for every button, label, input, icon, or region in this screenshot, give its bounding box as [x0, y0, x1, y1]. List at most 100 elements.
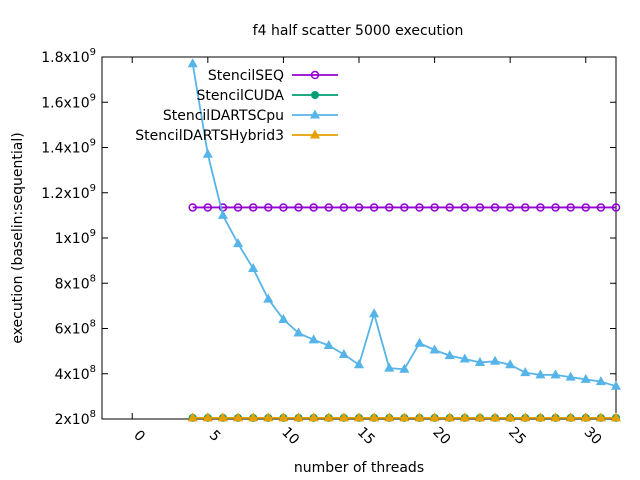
legend-label: StencilCUDA	[197, 88, 285, 104]
legend-swatch-marker	[309, 109, 321, 119]
data-point	[217, 209, 228, 219]
data-point	[595, 412, 606, 422]
y-tick-mantissa: 1.4x10	[41, 141, 89, 157]
data-point	[248, 263, 259, 273]
y-tick-label: 2x108	[55, 409, 96, 428]
data-point	[581, 203, 591, 212]
data-point	[323, 412, 334, 422]
data-point	[520, 367, 531, 377]
data-point	[248, 203, 258, 212]
data-point	[595, 376, 606, 386]
data-point	[521, 203, 530, 212]
y-tick-mantissa: 1.8x10	[41, 50, 89, 66]
legend-item: StencilDARTSHybrid3	[135, 128, 338, 144]
x-tick-label: 15	[354, 424, 378, 448]
data-point	[187, 412, 198, 422]
y-tick-exponent: 9	[90, 183, 96, 194]
data-point	[536, 203, 545, 212]
data-point	[217, 412, 228, 422]
y-tick-exponent: 9	[90, 47, 96, 58]
series-layer	[187, 58, 622, 422]
legend-item: StencilCUDA	[197, 88, 338, 104]
data-point	[535, 369, 546, 379]
data-point	[278, 412, 289, 422]
data-point	[490, 355, 501, 365]
y-tick-label: 1.4x109	[41, 138, 96, 157]
y-tick-mantissa: 4x10	[55, 367, 90, 383]
data-point	[474, 412, 485, 422]
data-point	[384, 412, 395, 422]
data-point	[248, 412, 259, 422]
data-point	[263, 293, 274, 303]
data-point	[264, 203, 273, 212]
y-tick-label: 1.8x109	[41, 47, 96, 66]
data-point	[233, 412, 244, 422]
y-tick-exponent: 8	[90, 364, 96, 375]
data-point	[188, 203, 197, 212]
y-tick-exponent: 9	[90, 92, 96, 103]
series-StencilDARTSHybrid3	[187, 412, 622, 422]
x-tick-label: 5	[206, 427, 224, 445]
y-tick-label: 4x108	[55, 364, 96, 383]
data-point	[490, 412, 501, 422]
y-tick-label: 1.6x109	[41, 92, 96, 111]
data-point	[459, 353, 470, 363]
data-point	[353, 412, 365, 422]
data-point	[611, 203, 621, 212]
y-tick-exponent: 8	[90, 319, 96, 330]
data-point	[429, 412, 440, 422]
data-point	[475, 203, 485, 212]
data-point	[202, 412, 213, 422]
data-point	[550, 369, 561, 379]
data-point	[400, 203, 409, 212]
y-tick-label: 6x108	[55, 319, 96, 338]
data-point	[596, 203, 606, 212]
data-point	[610, 412, 622, 422]
data-point	[414, 412, 425, 422]
data-point	[233, 238, 244, 248]
data-point	[339, 203, 349, 212]
data-point	[551, 203, 560, 212]
x-tick-label: 0	[130, 427, 148, 445]
legend-label: StencilDARTSHybrid3	[135, 128, 284, 144]
y-tick-mantissa: 8x10	[55, 276, 90, 292]
data-point	[550, 412, 561, 422]
legend-label: StencilSEQ	[208, 68, 284, 84]
y-tick-exponent: 9	[90, 138, 96, 149]
legend-swatch-marker	[311, 91, 319, 99]
legend: StencilSEQ StencilCUDA StencilDARTSCpu Sten…	[135, 68, 338, 144]
data-point	[323, 339, 334, 349]
data-point	[565, 371, 576, 381]
data-point	[338, 412, 349, 422]
data-point	[369, 308, 380, 318]
y-tick-mantissa: 1x10	[55, 231, 90, 247]
x-tick-label: 20	[429, 424, 453, 448]
data-point	[384, 203, 394, 212]
data-point	[263, 412, 274, 422]
data-point	[187, 58, 198, 68]
series-StencilSEQ	[188, 203, 621, 212]
chart-title: f4 half scatter 5000 execution	[253, 23, 464, 39]
legend-label: StencilDARTSCpu	[163, 108, 284, 124]
data-point	[369, 412, 380, 422]
data-point	[444, 350, 455, 360]
data-point	[459, 412, 470, 422]
data-point	[520, 412, 531, 422]
legend-item: StencilSEQ	[208, 68, 338, 84]
data-point	[279, 203, 288, 212]
data-point	[505, 412, 516, 422]
x-tick-label: 30	[581, 424, 605, 448]
data-point	[384, 362, 395, 372]
legend-swatch-marker	[310, 70, 320, 80]
data-point	[308, 412, 319, 422]
data-point	[293, 327, 304, 337]
data-point	[460, 203, 470, 212]
data-point	[505, 203, 515, 212]
data-point	[338, 348, 349, 359]
y-tick-mantissa: 1.2x10	[41, 186, 89, 202]
data-point	[505, 359, 516, 369]
data-point	[354, 203, 364, 212]
y-tick-exponent: 8	[90, 273, 96, 284]
data-point	[445, 203, 454, 212]
y-tick-label: 8x108	[55, 273, 96, 292]
